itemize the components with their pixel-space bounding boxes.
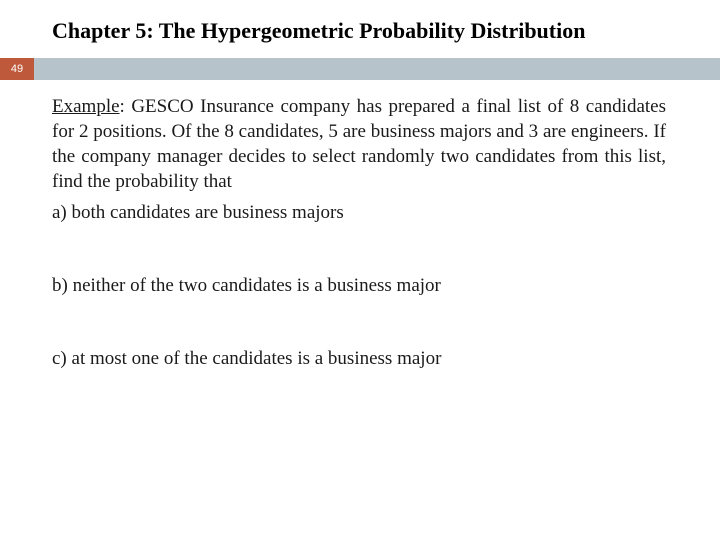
example-label: Example (52, 96, 120, 117)
horizontal-divider (34, 58, 720, 80)
example-text: : GESCO Insurance company has prepared a… (52, 96, 666, 192)
content-area: Example: GESCO Insurance company has pre… (0, 94, 720, 372)
example-paragraph: Example: GESCO Insurance company has pre… (52, 94, 666, 194)
part-c: c) at most one of the candidates is a bu… (52, 346, 666, 371)
badge-row: 49 (0, 58, 720, 80)
part-b: b) neither of the two candidates is a bu… (52, 273, 666, 298)
slide-number-badge: 49 (0, 58, 34, 80)
part-a: a) both candidates are business majors (52, 200, 666, 225)
slide: Chapter 5: The Hypergeometric Probabilit… (0, 0, 720, 540)
slide-title: Chapter 5: The Hypergeometric Probabilit… (0, 0, 720, 58)
